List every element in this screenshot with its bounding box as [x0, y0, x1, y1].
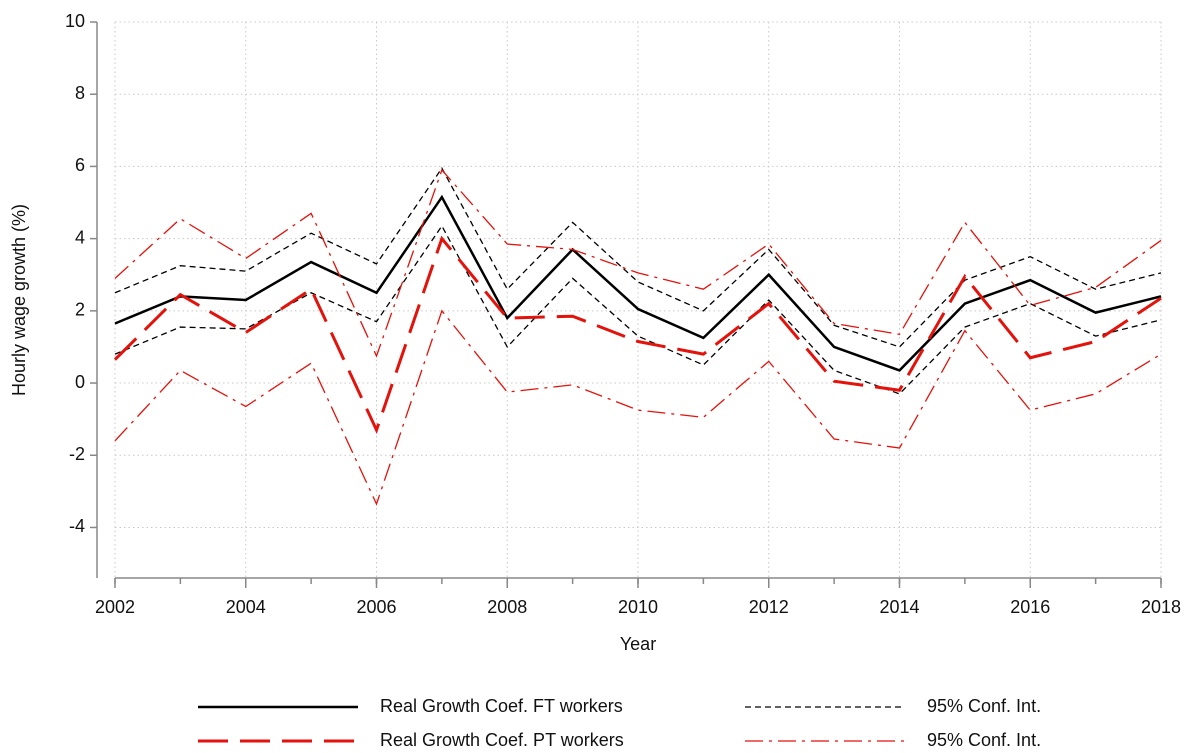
y-tick-label: 10: [65, 11, 85, 31]
legend-label: 95% Conf. Int.: [927, 730, 1041, 750]
x-tick-label: 2004: [226, 597, 266, 617]
series-line: [113, 235, 1162, 434]
y-tick-label: -4: [69, 516, 85, 536]
legend-label: Real Growth Coef. PT workers: [380, 730, 624, 750]
x-axis-title: Year: [620, 634, 656, 654]
x-tick-label: 2002: [95, 597, 135, 617]
y-tick-label: 4: [75, 227, 85, 247]
x-tick-label: 2010: [618, 597, 658, 617]
x-tick-label: 2006: [356, 597, 396, 617]
x-tick-label: 2016: [1010, 597, 1050, 617]
y-tick-label: -2: [69, 444, 85, 464]
x-tick-label: 2012: [749, 597, 789, 617]
x-tick-label: 2008: [487, 597, 527, 617]
legend-label: Real Growth Coef. FT workers: [380, 696, 623, 716]
y-tick-label: 0: [75, 372, 85, 392]
y-axis-title: Hourly wage growth (%): [9, 204, 29, 396]
series-line: [114, 194, 1162, 372]
x-tick-label: 2018: [1141, 597, 1181, 617]
ci-line: [114, 168, 1162, 358]
y-tick-label: 2: [75, 300, 85, 320]
y-tick-label: 8: [75, 83, 85, 103]
x-tick-label: 2014: [879, 597, 919, 617]
y-tick-label: 6: [75, 155, 85, 175]
ci-line: [114, 309, 1162, 506]
legend-label: 95% Conf. Int.: [927, 696, 1041, 716]
